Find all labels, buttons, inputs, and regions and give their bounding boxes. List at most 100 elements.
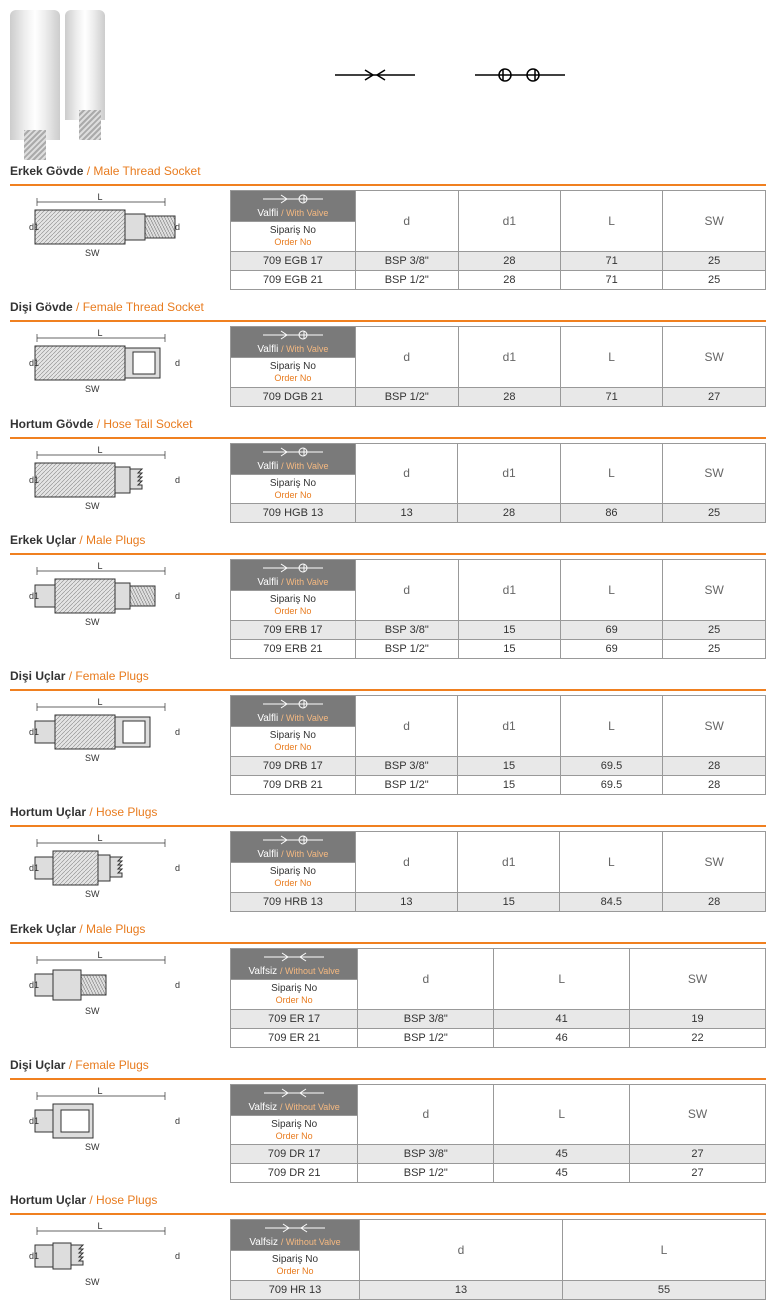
svg-text:L: L xyxy=(97,697,102,707)
order-header: Sipariş No Order No xyxy=(231,591,356,621)
col-header-d: d xyxy=(355,696,458,757)
valve-header: Valfsiz / Without Valve xyxy=(231,1220,360,1251)
col-header-d: d xyxy=(355,443,457,504)
svg-text:d: d xyxy=(175,1251,180,1261)
cell-order: 709 EGB 21 xyxy=(231,270,356,289)
order-header: Sipariş No Order No xyxy=(231,979,358,1009)
divider xyxy=(10,437,766,439)
section-title: Hortum Uçlar / Hose Plugs xyxy=(10,801,766,823)
cell-d: BSP 1/2" xyxy=(358,1028,494,1047)
cell-L: 41 xyxy=(494,1009,630,1028)
cell-d: BSP 3/8" xyxy=(355,756,458,775)
data-row: 709 DR 17BSP 3/8"4527 xyxy=(231,1145,766,1164)
svg-text:L: L xyxy=(97,445,102,455)
col-header-d1: d1 xyxy=(458,326,560,387)
col-header-d1: d1 xyxy=(458,696,560,757)
col-header-L: L xyxy=(561,191,663,252)
cell-SW: 25 xyxy=(663,640,766,659)
valve-header: Valfli / With Valve xyxy=(231,191,356,222)
valve-header: Valfli / With Valve xyxy=(231,696,356,727)
cell-d: BSP 1/2" xyxy=(358,1164,494,1183)
cell-L: 69.5 xyxy=(560,775,663,794)
cell-order: 709 ER 17 xyxy=(231,1009,358,1028)
col-header-d: d xyxy=(355,191,458,252)
cell-order: 709 DR 17 xyxy=(231,1145,358,1164)
cell-order: 709 EGB 17 xyxy=(231,251,356,270)
svg-text:L: L xyxy=(97,561,102,571)
order-header: Sipariş No Order No xyxy=(231,1115,358,1145)
cell-SW: 25 xyxy=(663,504,766,523)
divider xyxy=(10,689,766,691)
svg-text:SW: SW xyxy=(85,1006,100,1016)
svg-text:d1: d1 xyxy=(29,222,39,232)
cell-L: 86 xyxy=(560,504,662,523)
spec-table: Valfli / With Valve dd1LSW Sipariş No Or… xyxy=(230,326,766,407)
cell-d: BSP 3/8" xyxy=(355,251,458,270)
col-header-d: d xyxy=(358,1084,494,1145)
cell-SW: 28 xyxy=(663,775,766,794)
cell-d: BSP 3/8" xyxy=(355,621,458,640)
svg-text:d1: d1 xyxy=(29,1251,39,1261)
spec-table: Valfsiz / Without Valve dL Sipariş No Or… xyxy=(230,1219,766,1300)
cell-SW: 22 xyxy=(630,1028,766,1047)
spec-table: Valfli / With Valve dd1LSW Sipariş No Or… xyxy=(230,831,766,912)
data-row: 709 HR 131355 xyxy=(231,1281,766,1300)
col-header-L: L xyxy=(561,560,663,621)
section-6: Erkek Uçlar / Male Plugs L d1 d SW xyxy=(10,918,766,1048)
cell-order: 709 DGB 21 xyxy=(231,387,356,406)
cell-SW: 19 xyxy=(630,1009,766,1028)
order-header: Sipariş No Order No xyxy=(231,357,356,387)
svg-text:d: d xyxy=(175,980,180,990)
valve-header: Valfli / With Valve xyxy=(231,443,356,474)
divider xyxy=(10,320,766,322)
section-0: Erkek Gövde / Male Thread Socket L d1 d xyxy=(10,160,766,290)
cell-SW: 25 xyxy=(663,621,766,640)
header-images xyxy=(10,10,766,140)
tech-diagram: L d1 d SW xyxy=(10,948,220,1018)
col-header-L: L xyxy=(494,1084,630,1145)
svg-text:d: d xyxy=(175,358,180,368)
cell-L: 71 xyxy=(561,251,663,270)
cell-SW: 28 xyxy=(663,892,766,911)
section-title: Hortum Gövde / Hose Tail Socket xyxy=(10,413,766,435)
tech-diagram: L d1 d SW xyxy=(10,190,220,260)
valve-header: Valfli / With Valve xyxy=(231,326,356,357)
section-title: Erkek Uçlar / Male Plugs xyxy=(10,918,766,940)
col-header-d1: d1 xyxy=(458,443,560,504)
order-header: Sipariş No Order No xyxy=(231,862,356,892)
section-1: Dişi Gövde / Female Thread Socket L d1 d xyxy=(10,296,766,407)
valve-header: Valfsiz / Without Valve xyxy=(231,1084,358,1115)
section-title: Dişi Gövde / Female Thread Socket xyxy=(10,296,766,318)
tech-diagram: L d1 d SW xyxy=(10,831,220,901)
cell-SW: 27 xyxy=(663,387,766,406)
data-row: 709 ERB 21BSP 1/2"156925 xyxy=(231,640,766,659)
section-title: Dişi Uçlar / Female Plugs xyxy=(10,1054,766,1076)
cell-SW: 25 xyxy=(663,270,766,289)
col-header-d1: d1 xyxy=(458,560,560,621)
svg-text:SW: SW xyxy=(85,617,100,627)
section-2: Hortum Gövde / Hose Tail Socket L d1 d xyxy=(10,413,766,524)
divider xyxy=(10,942,766,944)
data-row: 709 HGB 1313288625 xyxy=(231,504,766,523)
spec-table: Valfli / With Valve dd1LSW Sipariş No Or… xyxy=(230,443,766,524)
col-header-L: L xyxy=(560,443,662,504)
data-row: 709 DR 21BSP 1/2"4527 xyxy=(231,1164,766,1183)
svg-text:SW: SW xyxy=(85,889,100,899)
cell-SW: 28 xyxy=(663,756,766,775)
data-row: 709 ER 21BSP 1/2"4622 xyxy=(231,1028,766,1047)
svg-text:d1: d1 xyxy=(29,727,39,737)
cell-d: 13 xyxy=(355,892,457,911)
col-header-SW: SW xyxy=(630,1084,766,1145)
valve-header: Valfsiz / Without Valve xyxy=(231,948,358,979)
col-header-L: L xyxy=(560,831,663,892)
svg-text:d: d xyxy=(175,475,180,485)
col-header-d1: d1 xyxy=(458,831,560,892)
cell-order: 709 DRB 21 xyxy=(231,775,356,794)
svg-text:SW: SW xyxy=(85,384,100,394)
section-title: Erkek Uçlar / Male Plugs xyxy=(10,529,766,551)
svg-text:d1: d1 xyxy=(29,358,39,368)
cell-SW: 27 xyxy=(630,1145,766,1164)
data-row: 709 EGB 17BSP 3/8"287125 xyxy=(231,251,766,270)
cell-d1: 15 xyxy=(458,621,560,640)
spec-table: Valfsiz / Without Valve dLSW Sipariş No … xyxy=(230,948,766,1048)
